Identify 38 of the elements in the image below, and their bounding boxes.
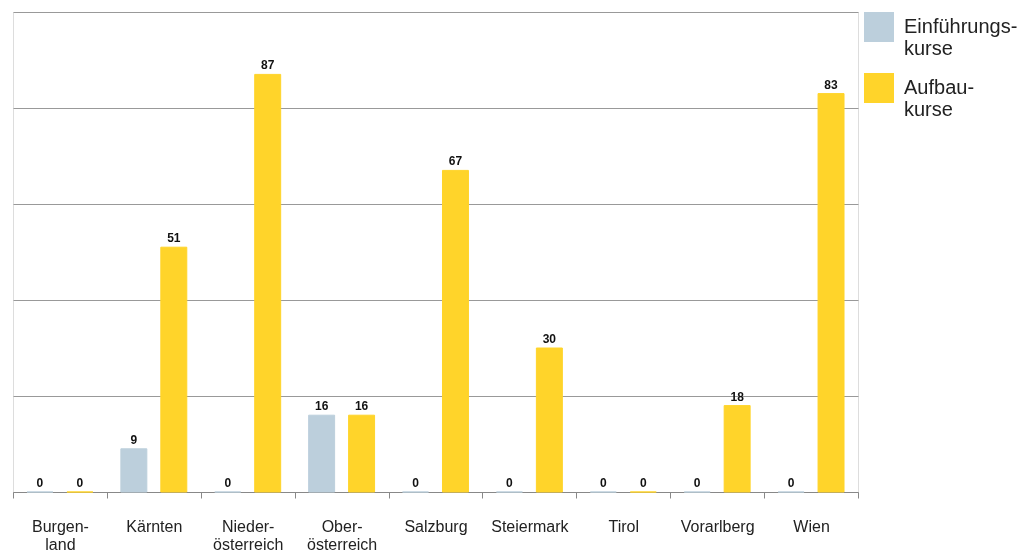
data-label: 0 [224, 476, 232, 490]
data-label: 0 [506, 476, 514, 490]
bar [817, 93, 845, 493]
x-tick-label: Salzburg [404, 517, 468, 535]
x-tick-label: Kärnten [126, 517, 183, 535]
x-tick-label: Ober- österreich [306, 517, 378, 553]
data-label: 67 [448, 154, 463, 169]
x-tick-label: Tirol [608, 517, 640, 535]
legend-label: Einführungs- kurse [904, 15, 1018, 59]
data-label: 0 [412, 476, 420, 490]
data-label: 51 [167, 231, 181, 246]
data-label: 0 [787, 476, 795, 490]
x-tick-label: Wien [793, 517, 830, 535]
x-tick-label: Vorarlberg [680, 517, 755, 535]
legend-label: Aufbau- kurse [904, 76, 975, 120]
bar [308, 414, 336, 493]
x-tick-label: Steiermark [491, 517, 570, 535]
data-label: 0 [36, 476, 44, 490]
data-label: 83 [824, 77, 839, 92]
bar [254, 73, 282, 493]
data-label: 30 [542, 332, 557, 346]
bar [160, 246, 188, 493]
data-label: 0 [599, 476, 607, 490]
bar [120, 448, 148, 493]
x-tick-label: Nieder- österreich [213, 517, 284, 553]
data-label: 16 [314, 399, 329, 414]
data-label: 9 [130, 432, 138, 447]
bar [535, 347, 563, 493]
data-label: 18 [730, 389, 745, 404]
data-label: 0 [639, 476, 647, 490]
data-label: 0 [76, 476, 84, 490]
data-label: 0 [693, 476, 701, 490]
bar [723, 405, 751, 493]
bar [348, 414, 376, 493]
bar [441, 169, 469, 493]
data-label: 87 [261, 58, 275, 73]
data-label: 16 [354, 399, 369, 414]
x-tick-label: Burgen- land [31, 517, 89, 553]
